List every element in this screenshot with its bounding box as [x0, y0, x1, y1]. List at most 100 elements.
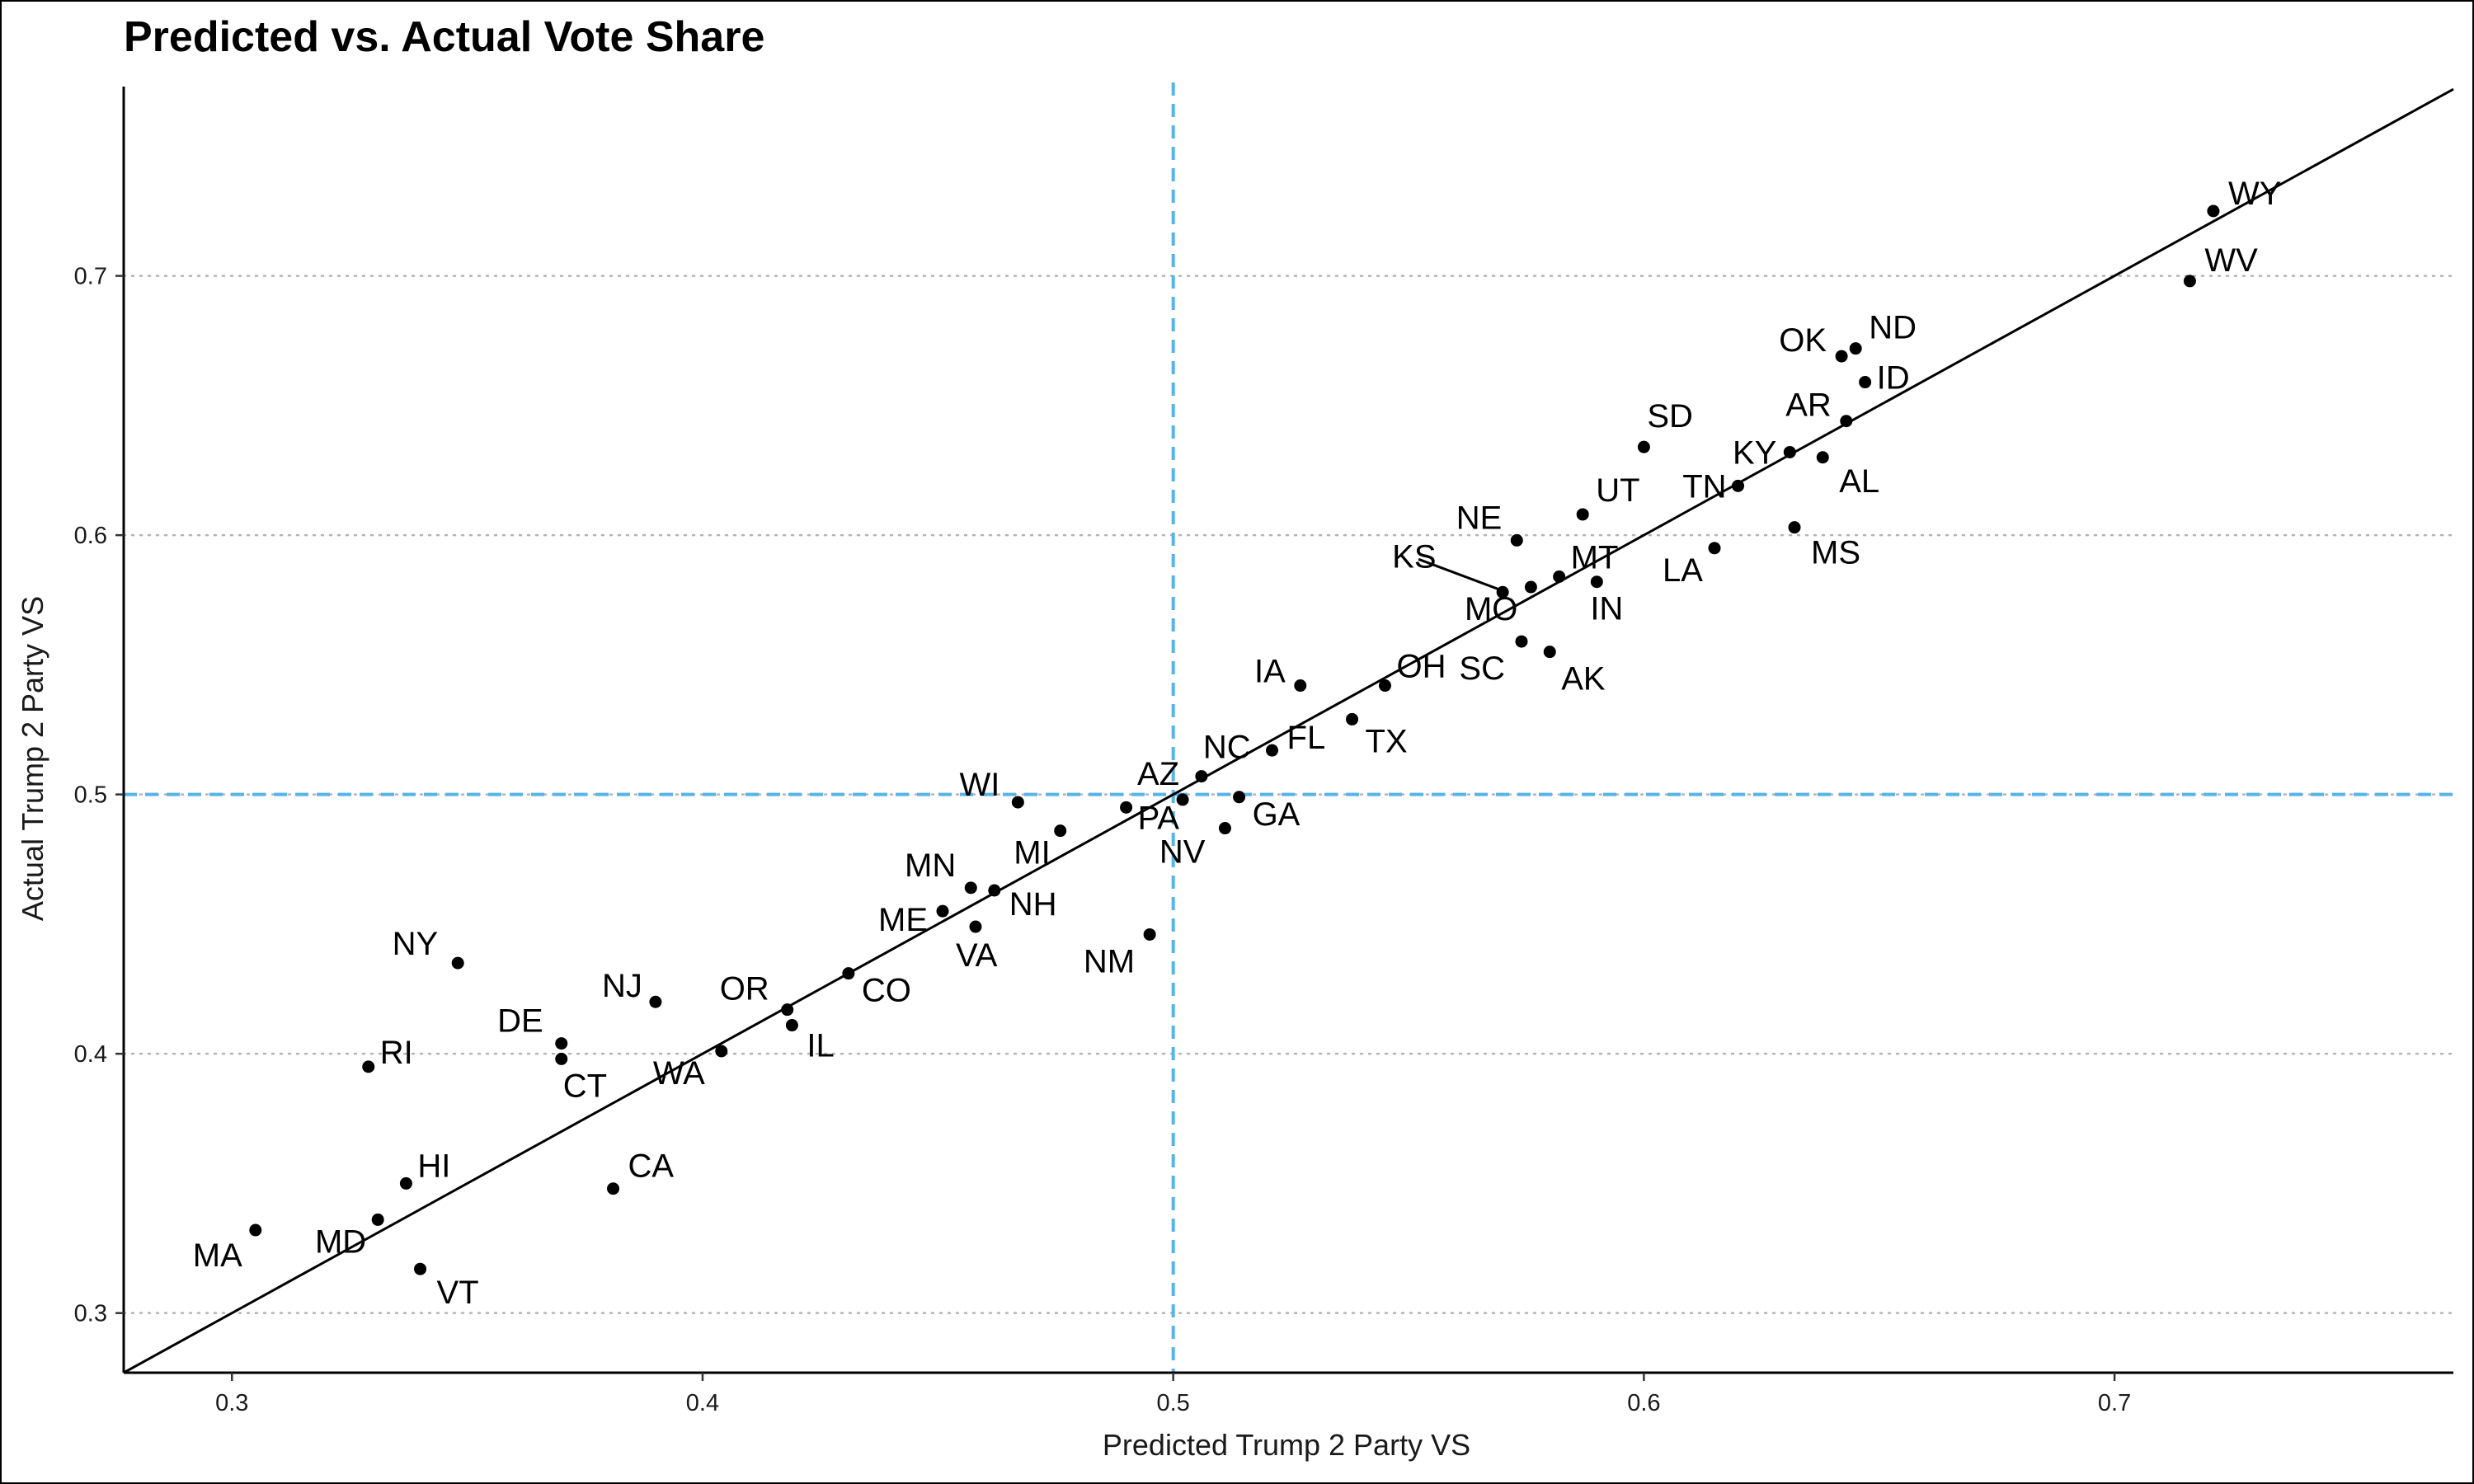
point-in — [1590, 575, 1603, 589]
threshold-lines — [124, 82, 2453, 1373]
point-label-nm: NM — [1084, 943, 1135, 979]
point-oh — [1378, 679, 1391, 693]
point-ga — [1233, 791, 1246, 804]
point-label-mo: MO — [1465, 591, 1517, 627]
point-ak — [1543, 646, 1556, 659]
point-ky — [1783, 445, 1796, 458]
x-tick-label-3: 0.6 — [1627, 1390, 1660, 1416]
point-label-nh: NH — [1009, 886, 1057, 923]
point-label-hi: HI — [417, 1148, 450, 1184]
point-ut — [1576, 508, 1589, 521]
point-label-tn: TN — [1682, 468, 1726, 505]
point-ne — [1510, 533, 1523, 547]
point-az — [1176, 793, 1189, 806]
point-label-id: ID — [1877, 360, 1910, 397]
point-ma — [249, 1223, 262, 1237]
point-label-ne: NE — [1456, 500, 1503, 536]
point-label-wi: WI — [959, 767, 999, 803]
point-ia — [1294, 679, 1307, 693]
point-label-nv: NV — [1159, 834, 1206, 871]
point-label-mn: MN — [905, 848, 956, 884]
y-axis-ticks: 0.3 0.4 0.5 0.6 0.7 — [74, 264, 124, 1327]
point-label-wv: WV — [2204, 242, 2258, 279]
point-ok — [1835, 350, 1848, 363]
point-hi — [399, 1176, 412, 1190]
point-label-al: AL — [1839, 463, 1879, 500]
x-axis-title: Predicted Trump 2 Party VS — [1103, 1428, 1470, 1462]
point-nm — [1143, 928, 1156, 941]
point-la — [1708, 542, 1721, 555]
point-pa — [1120, 801, 1133, 814]
point-fl — [1266, 744, 1279, 757]
point-tn — [1732, 479, 1745, 492]
point-mi — [1054, 824, 1067, 838]
point-de — [555, 1037, 568, 1050]
axes — [122, 87, 2453, 1374]
point-label-sd: SD — [1647, 398, 1693, 434]
point-label-ga: GA — [1253, 796, 1300, 833]
point-sd — [1637, 440, 1650, 453]
chart-title: Predicted vs. Actual Vote Share — [124, 13, 764, 61]
point-label-va: VA — [956, 937, 998, 974]
point-ny — [451, 956, 464, 970]
point-label-la: LA — [1663, 552, 1703, 589]
point-label-ar: AR — [1785, 387, 1832, 424]
point-md — [371, 1213, 384, 1226]
point-nj — [649, 995, 662, 1008]
point-label-mi: MI — [1014, 835, 1050, 871]
point-label-il: IL — [807, 1028, 834, 1064]
point-label-me: ME — [878, 902, 928, 938]
data-points — [249, 204, 2220, 1275]
point-or — [781, 1003, 794, 1017]
point-ca — [607, 1182, 620, 1195]
point-label-ny: NY — [393, 926, 439, 962]
point-nd — [1849, 342, 1862, 355]
point-co — [842, 967, 855, 980]
point-label-md: MD — [315, 1223, 366, 1260]
point-il — [785, 1019, 798, 1032]
point-me — [936, 904, 949, 918]
point-label-tx: TX — [1366, 723, 1408, 759]
y-tick-label-1: 0.4 — [74, 1041, 107, 1068]
point-label-vt: VT — [437, 1275, 479, 1311]
point-ar — [1840, 415, 1853, 428]
point-label-pa: PA — [1138, 800, 1180, 836]
point-ms — [1788, 521, 1801, 534]
point-label-ca: CA — [628, 1148, 675, 1185]
point-label-ms: MS — [1811, 535, 1860, 571]
x-axis-ticks: 0.3 0.4 0.5 0.6 0.7 — [215, 1373, 2131, 1416]
point-label-ia: IA — [1254, 654, 1286, 690]
point-nh — [988, 884, 1001, 897]
point-id — [1859, 376, 1872, 389]
point-label-de: DE — [497, 1003, 543, 1040]
point-sc — [1515, 635, 1528, 648]
point-label-nc: NC — [1203, 730, 1251, 766]
point-label-oh: OH — [1396, 649, 1446, 685]
label-leader-lines — [1418, 557, 1498, 590]
identity-line — [123, 87, 2454, 1374]
point-label-nj: NJ — [602, 968, 642, 1004]
point-mo — [1524, 580, 1537, 594]
point-label-az: AZ — [1137, 756, 1179, 792]
point-label-ut: UT — [1596, 472, 1639, 509]
y-axis-title: Actual Trump 2 Party VS — [16, 596, 49, 921]
point-label-ks: KS — [1392, 538, 1436, 575]
point-va — [969, 920, 982, 933]
point-label-ct: CT — [563, 1068, 607, 1104]
y-tick-label-4: 0.7 — [74, 264, 107, 290]
leader-line-ks — [1418, 557, 1498, 590]
x-tick-label-4: 0.7 — [2098, 1390, 2131, 1416]
point-label-ak: AK — [1561, 661, 1606, 697]
point-ct — [555, 1052, 568, 1065]
point-label-ky: KY — [1733, 434, 1776, 471]
x-tick-label-1: 0.4 — [686, 1390, 719, 1416]
point-ks — [1496, 585, 1509, 599]
x-tick-label-2: 0.5 — [1157, 1390, 1190, 1416]
point-label-ma: MA — [193, 1237, 242, 1274]
point-tx — [1346, 712, 1359, 726]
y-tick-label-3: 0.6 — [74, 523, 107, 549]
point-label-wy: WY — [2228, 176, 2281, 212]
point-nv — [1218, 822, 1231, 835]
y-tick-label-2: 0.5 — [74, 782, 107, 809]
point-nc — [1195, 770, 1208, 783]
